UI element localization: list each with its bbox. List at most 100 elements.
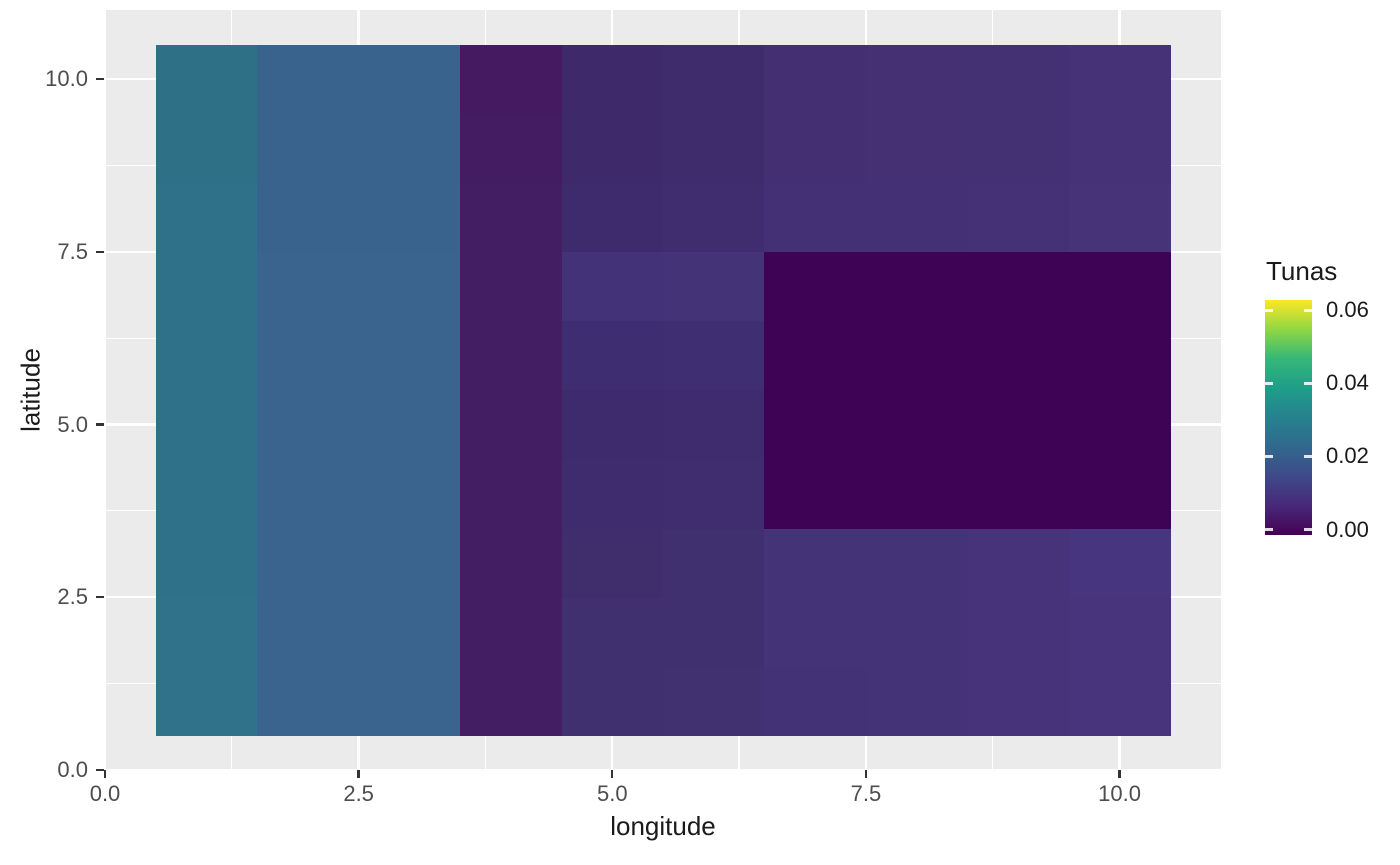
x-tick-mark: [864, 770, 868, 778]
heatmap-tile: [257, 182, 360, 253]
heatmap-tile: [764, 44, 867, 115]
y-tick-label: 0.0: [57, 757, 88, 782]
heatmap-tile: [561, 320, 664, 391]
heatmap-tile: [1068, 182, 1171, 253]
heatmap-tile: [764, 390, 867, 460]
x-tick-label: 2.5: [343, 781, 374, 806]
heatmap-tile: [257, 320, 360, 391]
heatmap-tile: [358, 459, 461, 529]
heatmap-tile: [561, 44, 664, 115]
heatmap-tile: [460, 182, 563, 253]
heatmap-tile: [967, 113, 1070, 184]
heatmap-tile: [1068, 528, 1171, 598]
major-gridline-horizontal: [105, 768, 1221, 770]
heatmap-tile: [663, 597, 765, 667]
heatmap-tile: [865, 182, 968, 253]
heatmap-tile: [358, 320, 461, 391]
heatmap-tile: [155, 182, 258, 253]
x-tick-mark: [1118, 770, 1121, 778]
y-tick-label: 7.5: [57, 238, 88, 264]
heatmap-tile: [865, 113, 968, 184]
plot-panel: [105, 10, 1221, 770]
heatmap-tile: [967, 44, 1070, 115]
heatmap-tile: [257, 528, 360, 598]
heatmap-tile: [561, 390, 664, 460]
heatmap-tile: [967, 528, 1070, 598]
legend-tick-mark: [1304, 454, 1312, 458]
heatmap-tile: [460, 597, 563, 667]
heatmap-tile: [1068, 666, 1171, 736]
heatmap-tile: [967, 251, 1070, 322]
heatmap-tile: [358, 251, 461, 322]
heatmap-tile: [561, 459, 664, 529]
heatmap-tile: [764, 666, 867, 736]
heatmap-tile: [257, 44, 360, 115]
heatmap-tile: [561, 251, 664, 322]
y-tick-label: 10.0: [45, 66, 88, 92]
heatmap-tile: [460, 113, 563, 184]
heatmap-tile: [155, 390, 258, 460]
heatmap-tile: [155, 666, 258, 736]
x-tick-label: 7.5: [850, 781, 882, 806]
x-axis-title: longitude: [610, 811, 716, 841]
heatmap-tile: [764, 113, 867, 184]
legend-tick-mark: [1265, 528, 1273, 532]
heatmap-tile: [561, 597, 664, 667]
heatmap-tile: [1068, 44, 1171, 115]
heatmap-tile: [155, 459, 258, 529]
heatmap-tile: [358, 390, 461, 460]
heatmap-tile: [764, 182, 867, 253]
heatmap-tile: [358, 113, 461, 184]
heatmap-tile: [865, 597, 968, 667]
x-tick-mark: [357, 770, 360, 778]
heatmap-tile: [358, 44, 461, 115]
heatmap-tile: [460, 390, 563, 460]
heatmap-tile: [967, 459, 1070, 529]
heatmap-tile: [663, 251, 765, 322]
heatmap-tile: [764, 597, 867, 667]
heatmap-tile: [1068, 459, 1171, 529]
heatmap-tile: [460, 459, 563, 529]
heatmap-tile: [1068, 390, 1171, 460]
heatmap-tile: [358, 182, 461, 253]
heatmap-tile: [155, 44, 258, 115]
heatmap-tile: [460, 251, 563, 322]
legend-title: Tunas: [1266, 256, 1338, 286]
heatmap-tile: [1068, 251, 1171, 322]
x-tick-label: 0.0: [89, 781, 121, 806]
heatmap-tile: [764, 528, 867, 598]
heatmap-tile: [865, 459, 968, 529]
y-tick-mark: [96, 423, 104, 426]
legend-tick-label: 0.04: [1326, 370, 1369, 396]
heatmap-tile: [764, 251, 867, 322]
heatmap-tile: [865, 390, 968, 460]
heatmap-tile: [257, 251, 360, 322]
heatmap-tile: [865, 528, 968, 598]
heatmap-tile: [358, 528, 461, 598]
heatmap-tile: [967, 320, 1070, 391]
heatmap-tile: [967, 182, 1070, 253]
x-tick-label: 10.0: [1098, 781, 1141, 806]
heatmap-tile: [865, 666, 968, 736]
legend-tick-mark: [1304, 308, 1312, 312]
legend-tick-mark: [1304, 381, 1312, 385]
heatmap-tile: [460, 320, 563, 391]
x-tick-mark: [611, 770, 614, 778]
heatmap-tile: [1068, 113, 1171, 184]
heatmap-tile: [561, 528, 664, 598]
heatmap-tile: [865, 44, 968, 115]
x-tick-mark: [103, 770, 107, 778]
heatmap-tile: [257, 597, 360, 667]
y-axis-title: latitude: [15, 348, 46, 432]
heatmap-tile: [663, 459, 765, 529]
heatmap-tile: [764, 320, 867, 391]
heatmap-tile: [155, 597, 258, 667]
heatmap-tile: [257, 459, 360, 529]
heatmap-tile: [1068, 597, 1171, 667]
legend-tick-mark: [1265, 381, 1273, 385]
x-tick-label: 5.0: [596, 781, 628, 806]
heatmap-tile: [663, 528, 765, 598]
heatmap-tile: [155, 320, 258, 391]
heatmap-tile: [358, 666, 461, 736]
